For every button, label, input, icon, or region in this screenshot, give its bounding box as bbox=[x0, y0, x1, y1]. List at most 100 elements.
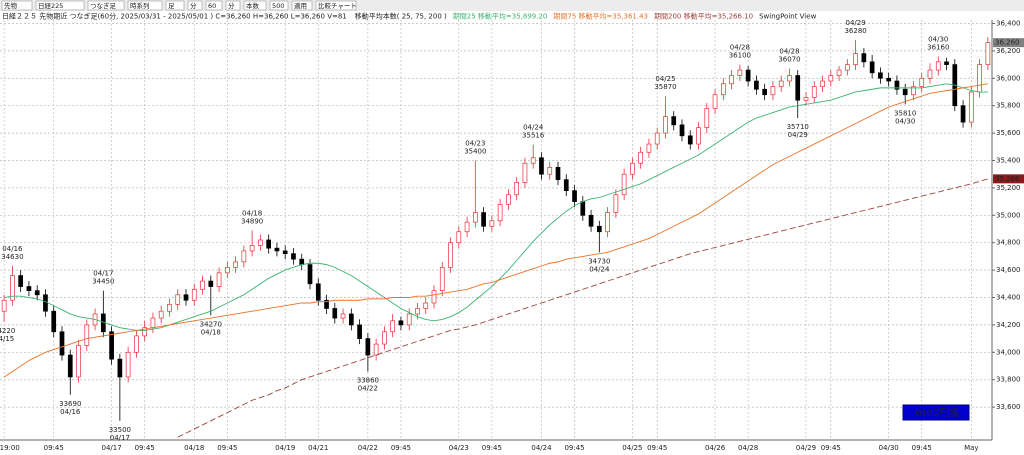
swing-date: 04/29 bbox=[846, 19, 866, 27]
toolbar-label: 分 bbox=[190, 1, 197, 10]
toolbar-item bbox=[87, 0, 125, 11]
toolbar-label: 比較チャート bbox=[318, 1, 357, 10]
candle-body bbox=[249, 245, 255, 252]
candle-body bbox=[76, 345, 81, 378]
y-tick-label: 34,400 bbox=[996, 294, 1021, 302]
candle-body bbox=[208, 280, 214, 287]
candle-body bbox=[481, 212, 486, 227]
ma-periods: 移動平均本数( 25, 75, 200 ) bbox=[355, 12, 447, 21]
candle-body bbox=[894, 80, 900, 90]
candle-body bbox=[191, 288, 197, 301]
swing-price: 35810 bbox=[894, 109, 916, 117]
swing-date: 04/30 bbox=[895, 117, 915, 125]
candle-body bbox=[406, 313, 412, 326]
candle-body bbox=[563, 179, 569, 191]
legend-entry: 期間75 移動平均=35,361.43 bbox=[553, 12, 648, 21]
candle-body bbox=[968, 91, 974, 123]
price-marker bbox=[993, 174, 1024, 184]
swing-date: 04/30 bbox=[928, 35, 948, 43]
candle-body bbox=[729, 75, 734, 85]
candle-body bbox=[439, 267, 445, 292]
toolbar-item bbox=[269, 0, 289, 11]
candle-body bbox=[43, 294, 48, 312]
swing-date: 04/16 bbox=[60, 408, 81, 416]
swing-price: 33860 bbox=[357, 376, 379, 384]
note-box bbox=[902, 404, 970, 421]
toolbar-item bbox=[187, 0, 203, 11]
y-tick-label: 35,800 bbox=[996, 102, 1021, 110]
candle-body bbox=[34, 290, 40, 296]
candle-body bbox=[431, 290, 437, 304]
candle-body bbox=[902, 88, 908, 96]
candle-body bbox=[398, 320, 404, 326]
swing-date: 04/24 bbox=[523, 124, 544, 132]
candle-body bbox=[613, 194, 619, 213]
swing-date: 04/15 bbox=[0, 335, 14, 343]
x-tick-label: 04/19 bbox=[275, 444, 295, 452]
x-tick-label: 04/25 bbox=[622, 444, 642, 452]
candle-body bbox=[241, 250, 247, 263]
toolbar-label: 足 bbox=[168, 2, 175, 10]
candle-body bbox=[630, 162, 635, 175]
candle-body bbox=[373, 343, 379, 356]
swing-date: 04/28 bbox=[730, 44, 750, 52]
candle-body bbox=[927, 69, 933, 79]
candle-body bbox=[588, 214, 594, 227]
toolbar-item bbox=[1, 0, 33, 11]
candle-body bbox=[646, 143, 652, 153]
candle-body bbox=[390, 320, 396, 333]
candle-body bbox=[150, 317, 156, 328]
candle-body bbox=[853, 53, 858, 65]
note-label: 3000円幅 bbox=[913, 406, 958, 419]
candle-body bbox=[960, 105, 966, 123]
candle-body bbox=[282, 250, 288, 255]
candle-body bbox=[522, 162, 528, 183]
candle-body bbox=[315, 283, 321, 301]
y-tick-label: 35,200 bbox=[996, 184, 1021, 192]
candle-body bbox=[167, 304, 172, 312]
x-tick-label: 04/18 bbox=[184, 444, 204, 452]
candle-body bbox=[977, 64, 982, 93]
candle-body bbox=[605, 212, 610, 233]
swing-date: 04/24 bbox=[589, 265, 610, 273]
candle-body bbox=[745, 69, 751, 82]
price-marker-label: 36,260 bbox=[995, 39, 1020, 47]
candle-body bbox=[224, 267, 230, 274]
swing-date: 04/22 bbox=[358, 384, 378, 392]
candle-body bbox=[142, 327, 148, 337]
y-tick-label: 33,800 bbox=[996, 376, 1021, 384]
x-tick-label: 09:45 bbox=[44, 444, 64, 452]
candle-body bbox=[51, 310, 57, 333]
swing-date: 04/28 bbox=[779, 48, 799, 56]
swing-price: 35710 bbox=[787, 123, 809, 131]
swing-date: 04/16 bbox=[2, 245, 23, 253]
candle-body bbox=[415, 308, 420, 315]
legend-entry: 期間25 移動平均=35,899.20 bbox=[453, 12, 548, 21]
y-tick-label: 35,000 bbox=[996, 211, 1021, 219]
x-tick-label: 04/24 bbox=[531, 444, 552, 452]
price-marker-label: 35,266 bbox=[995, 175, 1020, 183]
candle-body bbox=[216, 272, 222, 287]
candle-body bbox=[878, 72, 883, 79]
y-tick-label: 35,400 bbox=[996, 156, 1021, 164]
candle-body bbox=[803, 97, 809, 101]
candle-body bbox=[811, 86, 817, 98]
y-tick-label: 34,200 bbox=[996, 321, 1021, 329]
candle-body bbox=[348, 313, 354, 326]
candle-body bbox=[1, 299, 7, 312]
candle-body bbox=[158, 310, 164, 319]
candle-body bbox=[18, 275, 24, 287]
candle-body bbox=[506, 194, 511, 205]
candle-body bbox=[514, 182, 520, 196]
candle-body bbox=[754, 80, 759, 90]
candle-body bbox=[836, 69, 842, 76]
candle-body bbox=[84, 324, 90, 346]
y-tick-label: 36,000 bbox=[996, 74, 1021, 82]
toolbar-item bbox=[243, 0, 267, 11]
candle-body bbox=[175, 294, 181, 305]
candle-body bbox=[539, 157, 544, 175]
candle-body bbox=[291, 253, 296, 260]
swing-price: 34450 bbox=[92, 278, 114, 286]
x-tick-label: 09:45 bbox=[821, 444, 841, 452]
candle-body bbox=[638, 151, 644, 164]
